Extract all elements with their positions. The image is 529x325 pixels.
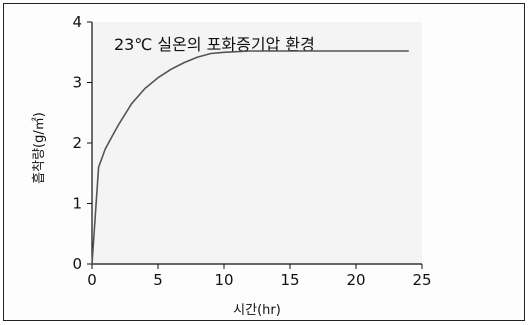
x-tick-label: 5 — [153, 271, 163, 289]
x-tick-label: 0 — [87, 271, 97, 289]
y-tick-label: 0 — [72, 255, 82, 273]
y-tick-label: 3 — [72, 74, 82, 92]
series-group — [91, 50, 409, 265]
y-tick-label: 1 — [72, 195, 82, 213]
x-axis-title: 시간(hr) — [233, 303, 281, 318]
y-tick-label: 4 — [72, 13, 82, 31]
y-tick-label: 2 — [72, 134, 82, 152]
x-tick-label: 15 — [280, 271, 299, 289]
chart-annotation: 23℃ 실온의 포화증기압 환경 — [114, 35, 315, 54]
x-tick-label: 25 — [412, 271, 431, 289]
series-line — [91, 50, 409, 265]
plot-area — [92, 22, 422, 264]
y-axis-title: 흡착량(g/㎡) — [32, 112, 47, 184]
x-tick-label: 10 — [214, 271, 233, 289]
x-tick-label: 20 — [346, 271, 365, 289]
ticks: 0 5 10 15 20 25 0 1 2 3 4 — [72, 13, 431, 289]
